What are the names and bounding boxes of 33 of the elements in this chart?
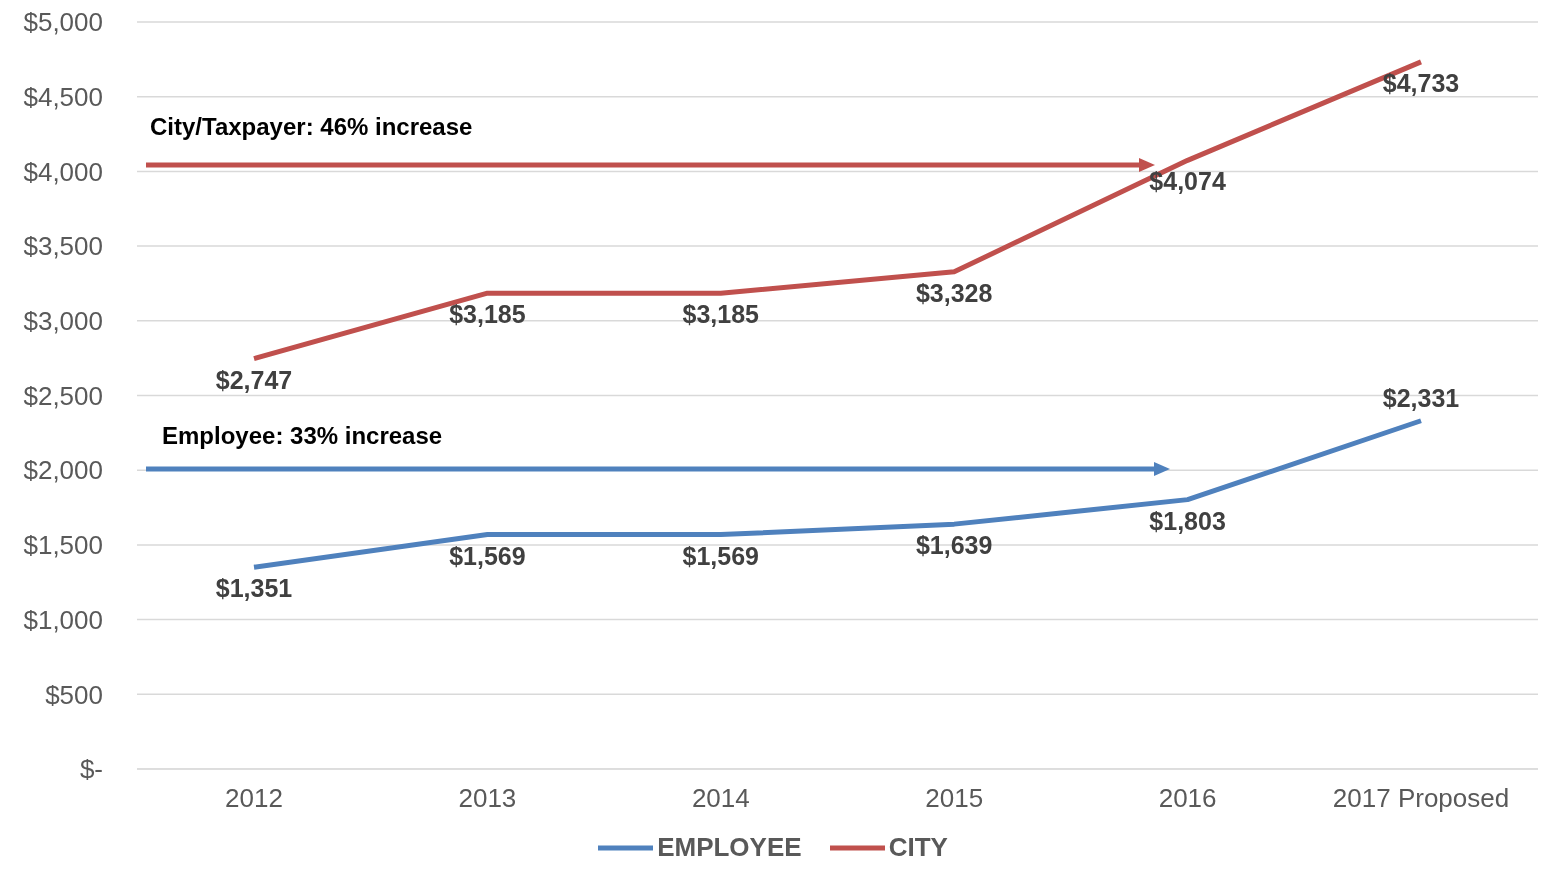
y-tick-label: $1,500 xyxy=(23,530,103,561)
x-tick-label: 2013 xyxy=(458,783,517,814)
y-tick-label: $3,500 xyxy=(23,231,103,262)
x-tick-label: 2014 xyxy=(691,783,750,814)
y-tick-label: $4,500 xyxy=(23,81,103,112)
x-tick-label: 2016 xyxy=(1158,783,1217,814)
text: $4,733 xyxy=(1382,68,1460,97)
text: $3,328 xyxy=(915,278,993,307)
y-tick-label: $500 xyxy=(45,679,103,710)
text: $1,569 xyxy=(449,541,526,570)
text: $3,185 xyxy=(449,300,526,329)
y-tick-label: $5,000 xyxy=(23,7,103,38)
y-tick-label: $2,500 xyxy=(23,380,103,411)
legend-label: CITY xyxy=(888,832,948,863)
x-tick-label: 2012 xyxy=(225,783,283,814)
y-tick-label: $2,000 xyxy=(23,455,103,486)
y-tick-label: $- xyxy=(79,754,103,785)
text: $3,185 xyxy=(682,300,760,329)
annotation: Employee: 33% increase xyxy=(162,422,443,449)
x-tick-label: 2015 xyxy=(925,783,984,814)
text: $1,803 xyxy=(1149,506,1226,535)
text: $1,351 xyxy=(215,574,293,603)
text: $1,639 xyxy=(915,531,993,560)
y-tick-label: $4,000 xyxy=(23,156,103,187)
text: $2,331 xyxy=(1382,383,1460,412)
y-tick-label: $1,000 xyxy=(23,604,103,635)
annotation: City/Taxpayer: 46% increase xyxy=(150,113,473,140)
legend-label: EMPLOYEE xyxy=(657,832,802,863)
x-tick-label: 2017 Proposed xyxy=(1332,783,1510,814)
text: $1,569 xyxy=(682,541,760,570)
y-tick-label: $3,000 xyxy=(23,306,103,337)
text: $2,747 xyxy=(215,365,293,394)
text: $4,074 xyxy=(1149,167,1226,196)
